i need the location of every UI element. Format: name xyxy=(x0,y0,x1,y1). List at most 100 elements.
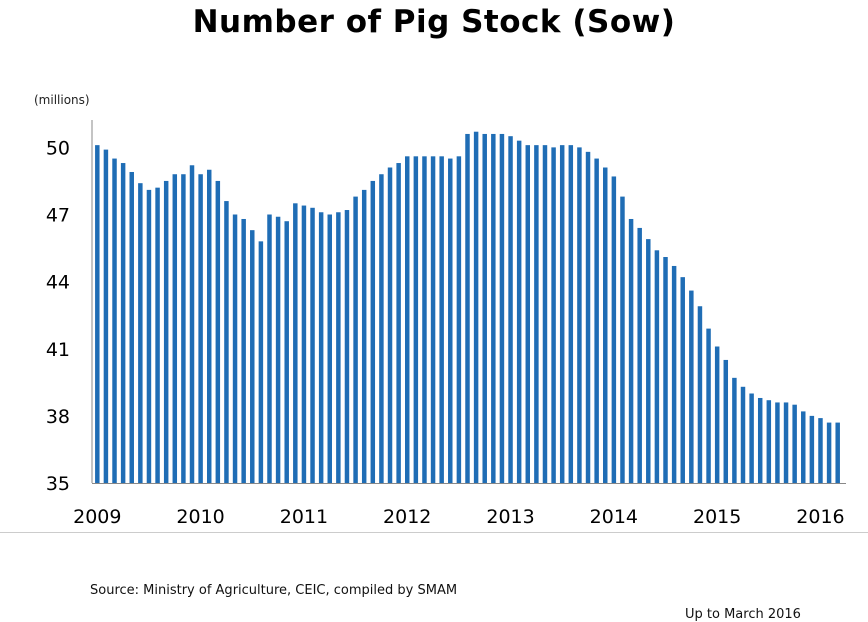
bar xyxy=(112,158,117,483)
bar xyxy=(826,422,832,483)
bar xyxy=(473,131,479,483)
bar xyxy=(818,418,823,483)
bar xyxy=(783,402,789,483)
bar xyxy=(448,158,453,483)
bar xyxy=(224,201,229,483)
bar xyxy=(310,207,315,484)
bar xyxy=(405,156,410,483)
bar xyxy=(757,397,763,483)
bar xyxy=(534,145,539,483)
date-range-note: Up to March 2016 xyxy=(685,607,801,622)
x-tick-label: 2012 xyxy=(383,506,431,528)
bar xyxy=(516,140,522,483)
bar xyxy=(603,167,608,483)
bar xyxy=(232,214,238,483)
bar xyxy=(551,147,556,484)
bar xyxy=(430,156,436,483)
bar xyxy=(146,189,152,483)
x-tick-label: 2016 xyxy=(796,506,844,528)
y-axis-unit-label: (millions) xyxy=(34,93,90,107)
bar xyxy=(396,163,401,484)
bar xyxy=(801,411,806,483)
bar xyxy=(422,156,427,483)
source-note: Source: Ministry of Agriculture, CEIC, c… xyxy=(90,583,458,598)
bar xyxy=(594,158,599,483)
bar xyxy=(103,149,109,484)
bar xyxy=(766,400,772,483)
bar xyxy=(809,415,815,484)
bar xyxy=(250,230,255,483)
bar xyxy=(181,174,186,484)
bar xyxy=(775,402,780,483)
bar xyxy=(275,216,281,484)
bar xyxy=(465,133,470,483)
bar xyxy=(198,174,203,484)
bar xyxy=(301,205,307,484)
x-tick-label: 2013 xyxy=(486,506,534,528)
x-tick-label: 2009 xyxy=(73,506,121,528)
bar xyxy=(611,176,617,483)
bar xyxy=(671,265,677,483)
bar xyxy=(714,346,720,483)
bar xyxy=(525,145,531,483)
axes xyxy=(0,120,868,533)
x-axis-ticks: 2009 2010 2011 2012 2013 2014 2015 2016 xyxy=(73,506,845,528)
bar xyxy=(723,359,729,483)
bar xyxy=(559,145,565,483)
bar xyxy=(508,136,513,483)
y-tick-label: 50 xyxy=(46,137,70,159)
bar xyxy=(387,167,393,483)
x-tick-label: 2014 xyxy=(590,506,638,528)
bar xyxy=(206,169,212,483)
bar xyxy=(646,239,651,483)
bar xyxy=(267,214,272,483)
bar-series xyxy=(95,131,840,484)
bar xyxy=(344,210,350,483)
y-tick-label: 47 xyxy=(46,205,70,227)
bar xyxy=(689,290,694,483)
bar xyxy=(293,203,298,483)
bar xyxy=(120,163,126,484)
bar xyxy=(706,328,711,483)
bar xyxy=(491,133,496,483)
bar xyxy=(732,377,737,483)
bar xyxy=(215,180,221,483)
bar xyxy=(749,393,754,483)
x-tick-label: 2011 xyxy=(280,506,328,528)
bar xyxy=(439,156,444,483)
bar xyxy=(637,227,642,483)
bar xyxy=(680,277,685,483)
bar xyxy=(353,196,358,483)
bar xyxy=(577,147,582,484)
bar xyxy=(361,189,367,483)
bar xyxy=(155,187,160,483)
bar xyxy=(129,171,134,484)
bar xyxy=(740,386,746,483)
bar xyxy=(95,145,100,483)
bar xyxy=(327,214,332,483)
x-tick-label: 2010 xyxy=(176,506,224,528)
bar xyxy=(241,218,246,484)
bar xyxy=(284,221,289,483)
bar xyxy=(336,212,341,483)
bar xyxy=(663,257,668,483)
bar xyxy=(499,133,505,483)
bar xyxy=(542,145,548,483)
bar xyxy=(628,218,634,484)
bar xyxy=(456,156,462,483)
y-tick-label: 44 xyxy=(46,272,70,294)
bar xyxy=(318,212,324,483)
bar xyxy=(585,151,591,483)
bar xyxy=(792,404,797,483)
bar xyxy=(835,422,840,483)
y-tick-label: 35 xyxy=(46,473,70,495)
y-tick-label: 41 xyxy=(46,339,70,361)
bar xyxy=(370,180,376,483)
bar xyxy=(172,174,178,484)
bar xyxy=(189,165,195,483)
y-tick-label: 38 xyxy=(46,406,70,428)
bar xyxy=(568,145,574,483)
bar xyxy=(697,306,703,483)
y-axis-ticks: 35 38 41 44 47 50 xyxy=(46,137,70,495)
